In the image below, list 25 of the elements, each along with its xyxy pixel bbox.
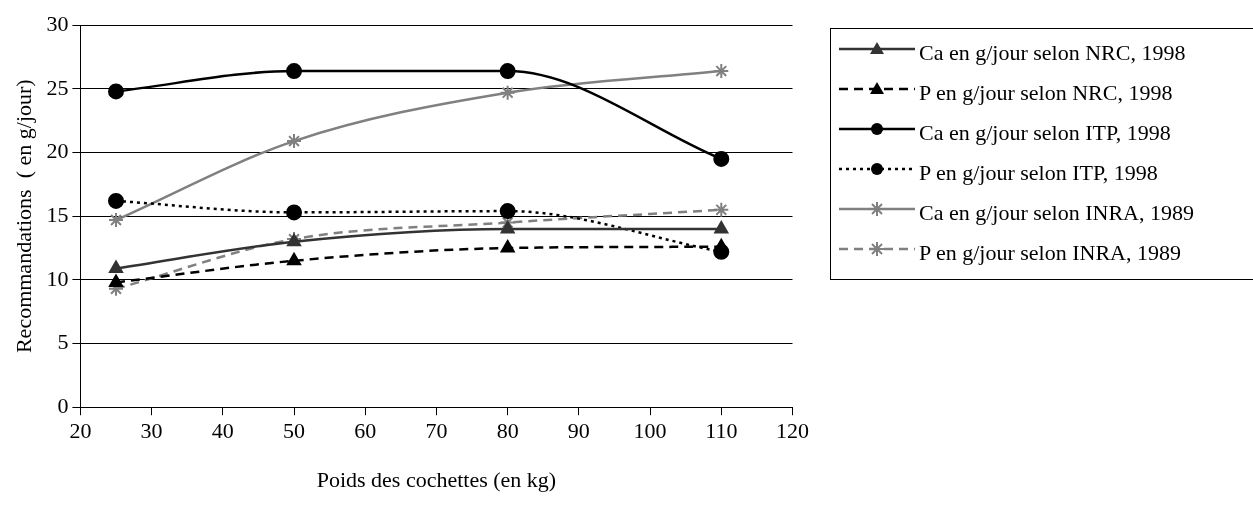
x-tick-label: 120 bbox=[776, 418, 809, 444]
x-tick-label: 50 bbox=[283, 418, 306, 444]
legend-label: Ca en g/jour selon INRA, 1989 bbox=[919, 199, 1194, 227]
legend-label: P en g/jour selon INRA, 1989 bbox=[919, 239, 1181, 267]
x-tick-label: 80 bbox=[496, 418, 519, 444]
x-tick-label: 90 bbox=[567, 418, 590, 444]
x-tick-label: 100 bbox=[633, 418, 667, 444]
y-tick-label: 15 bbox=[46, 201, 69, 227]
y-axis-title: Recommandations ( en g/jour) bbox=[10, 79, 36, 354]
y-tick-label: 0 bbox=[57, 392, 69, 418]
x-tick-label: 40 bbox=[211, 418, 234, 444]
y-tick-label: 5 bbox=[57, 329, 69, 355]
y-tick-label: 30 bbox=[46, 10, 69, 36]
x-axis-title: Poids des cochettes (en kg) bbox=[316, 466, 557, 492]
x-tick-label: 70 bbox=[425, 418, 448, 444]
legend-label: Ca en g/jour selon NRC, 1998 bbox=[919, 39, 1186, 67]
x-tick-label: 110 bbox=[705, 418, 738, 444]
y-tick-label: 10 bbox=[46, 265, 69, 291]
legend-label: P en g/jour selon NRC, 1998 bbox=[919, 79, 1173, 107]
x-tick-label: 30 bbox=[140, 418, 163, 444]
y-tick-label: 25 bbox=[46, 74, 69, 100]
legend-label: Ca en g/jour selon ITP, 1998 bbox=[919, 119, 1171, 147]
y-tick-label: 20 bbox=[46, 138, 69, 164]
legend-label: P en g/jour selon ITP, 1998 bbox=[919, 159, 1158, 187]
x-tick-label: 60 bbox=[354, 418, 377, 444]
